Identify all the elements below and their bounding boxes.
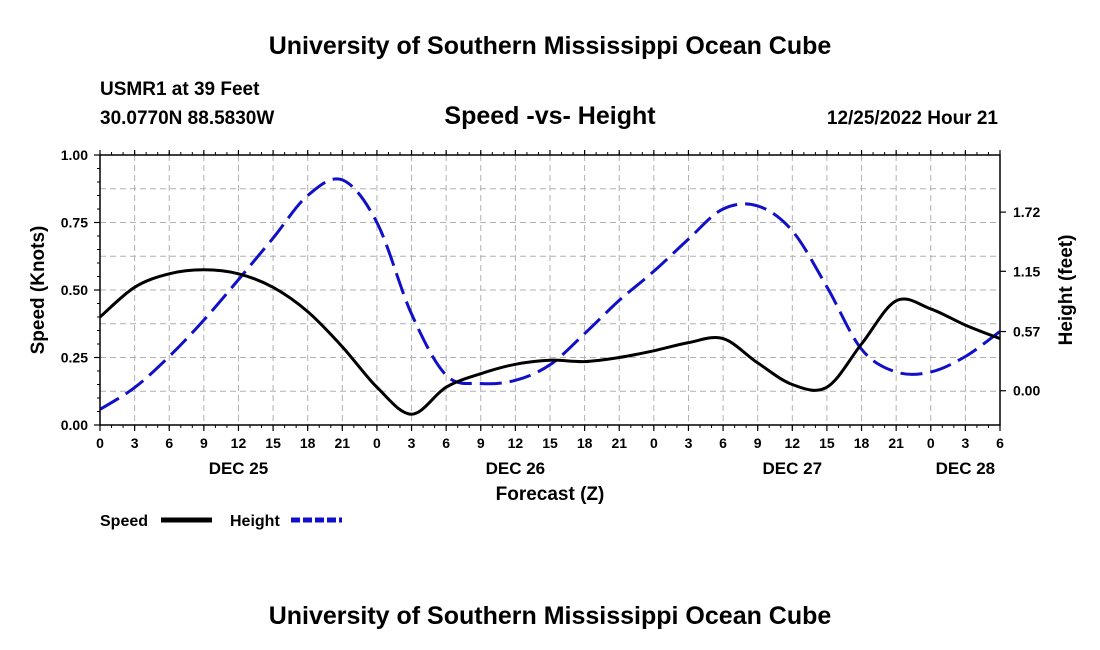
x-tick-label: 15 [542, 435, 558, 451]
datetime-label: 12/25/2022 Hour 21 [827, 108, 999, 129]
x-tick-label: 9 [477, 435, 485, 451]
station-label: USMR1 at 39 Feet [100, 79, 260, 100]
y-right-tick-label: 1.72 [1013, 204, 1040, 220]
ticks-group: 0 3 6 9 12 15 18 21 0 3 6 9 12 15 18 21 0 3 6 9 12 15 18 21 0 3 6 0… [61, 147, 1041, 478]
y-left-tick-label: 0.75 [61, 215, 88, 231]
date-label: DEC 26 [486, 459, 546, 478]
date-label: DEC 27 [763, 459, 823, 478]
y-right-tick-label: 0.57 [1013, 324, 1040, 340]
x-tick-label: 3 [131, 435, 139, 451]
series-line-height [100, 177, 1000, 411]
coords-label: 30.0770N 88.5830W [100, 108, 274, 129]
series-group [100, 177, 1000, 416]
legend: Speed Height [100, 513, 342, 530]
x-tick-label: 21 [335, 435, 351, 451]
y-axis-right-label: Height (feet) [1056, 235, 1077, 346]
y-left-tick-label: 1.00 [61, 147, 88, 163]
x-tick-label: 0 [650, 435, 658, 451]
top-title: University of Southern Mississippi Ocean… [269, 32, 832, 60]
x-tick-label: 18 [577, 435, 593, 451]
x-tick-label: 15 [265, 435, 281, 451]
x-tick-label: 3 [685, 435, 693, 451]
grid [100, 155, 1000, 425]
legend-speed-label: Speed [100, 513, 148, 530]
x-tick-label: 6 [996, 435, 1004, 451]
x-tick-label: 12 [785, 435, 801, 451]
date-label: DEC 25 [209, 459, 269, 478]
series-line-speed [100, 268, 1000, 416]
y-axis-left-label: Speed (Knots) [28, 226, 49, 355]
y-left-tick-label: 0.25 [61, 350, 88, 366]
x-tick-label: 6 [165, 435, 173, 451]
y-left-tick-label: 0.00 [61, 417, 88, 433]
x-tick-label: 3 [961, 435, 969, 451]
bottom-title: University of Southern Mississippi Ocean… [269, 602, 832, 630]
chart-title: Speed -vs- Height [444, 102, 656, 130]
x-tick-label: 15 [819, 435, 835, 451]
x-tick-label: 18 [300, 435, 316, 451]
x-tick-label: 21 [611, 435, 627, 451]
x-tick-label: 0 [96, 435, 104, 451]
x-tick-label: 21 [888, 435, 904, 451]
x-tick-label: 12 [231, 435, 247, 451]
x-tick-label: 3 [408, 435, 416, 451]
x-tick-label: 6 [719, 435, 727, 451]
y-right-tick-label: 1.15 [1013, 263, 1040, 279]
x-tick-label: 18 [854, 435, 870, 451]
date-label: DEC 28 [936, 459, 996, 478]
x-tick-label: 12 [508, 435, 524, 451]
y-right-tick-label: 0.00 [1013, 383, 1040, 399]
x-tick-label: 6 [442, 435, 450, 451]
y-left-tick-label: 0.50 [61, 282, 88, 298]
x-tick-label: 0 [927, 435, 935, 451]
x-tick-label: 9 [754, 435, 762, 451]
x-axis-label: Forecast (Z) [496, 484, 605, 505]
legend-height-label: Height [230, 513, 280, 530]
x-tick-label: 9 [200, 435, 208, 451]
x-tick-label: 0 [373, 435, 381, 451]
